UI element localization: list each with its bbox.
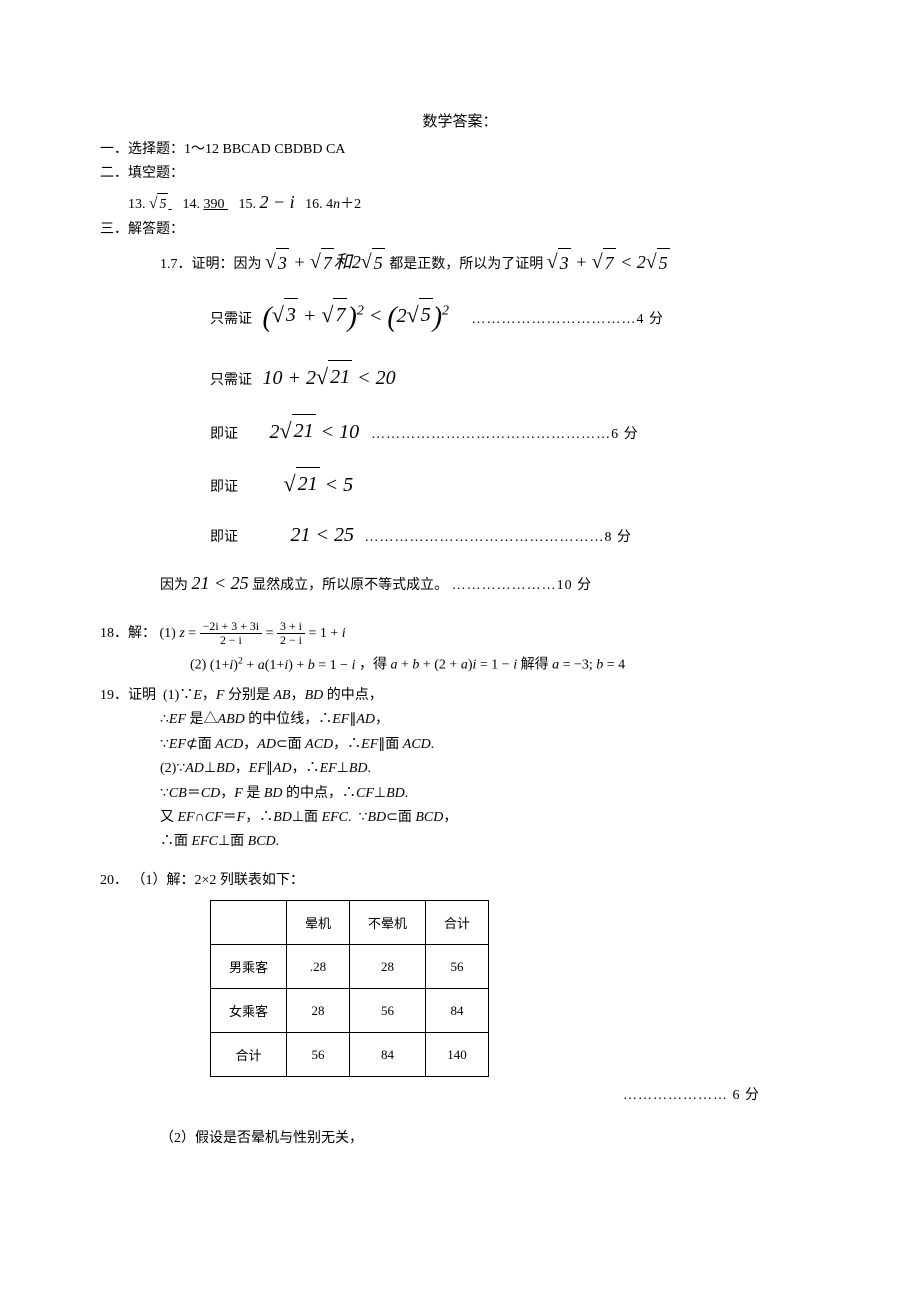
- q17-l4-pre: 即证: [210, 427, 238, 442]
- q18-p2-mid: ，得: [359, 658, 387, 673]
- q17-head-b: 都是正数，所以为了证明: [389, 257, 543, 272]
- q19-l4: (2)∵AD⊥BD，EF∥AD，∴EF⊥BD.: [100, 758, 820, 780]
- cell: 28: [350, 945, 426, 989]
- q18-p2-mid2: 解得: [521, 658, 549, 673]
- q20-score6: ………………… 6 分: [100, 1085, 820, 1107]
- cell: 84: [426, 989, 489, 1033]
- q17-score10: …………………10 分: [452, 578, 593, 593]
- th-dizzy: 晕机: [287, 901, 350, 945]
- th-notdizzy: 不晕机: [350, 901, 426, 945]
- q18-p2-expr: (1+i)2 + a(1+i) + b = 1 − i: [210, 658, 356, 673]
- q17-l7a: 因为: [160, 578, 192, 593]
- q17-l5-expr: 21 < 5: [284, 474, 354, 496]
- q17-l3-pre: 只需证: [210, 373, 252, 388]
- q16-answer: 4n＋2: [326, 197, 361, 212]
- q17-l3-expr: 10 + 221 < 20: [263, 367, 396, 389]
- q20-p2: （2）假设是否晕机与性别无关，: [100, 1128, 820, 1150]
- q17-score4: ……………………………4 分: [472, 311, 665, 326]
- q18-p2-ans: a = −3; b = 4: [552, 658, 625, 673]
- section1-label: 一．选择题：1～12 BBCAD CBDBD CA: [100, 139, 820, 161]
- q14-label: 14.: [182, 197, 200, 212]
- fill-blank-line: 13. 5 14. 390 15. 2 − i 16. 4n＋2: [100, 188, 820, 217]
- q18-line2: (2) (1+i)2 + a(1+i) + b = 1 − i ，得 a + b…: [100, 653, 820, 677]
- q18-eq1: =: [266, 626, 277, 641]
- table-row: 合计 56 84 140: [211, 1033, 489, 1077]
- q17-line5: 即证 21 < 5: [100, 466, 820, 501]
- q17-l7-expr: 21 < 25: [192, 573, 249, 593]
- cell: 女乘客: [211, 989, 287, 1033]
- cell: 56: [350, 989, 426, 1033]
- q18-frac1: −2i + 3 + 3i 2 − i: [200, 620, 262, 647]
- table-row: 男乘客 .28 28 56: [211, 945, 489, 989]
- cell: 140: [426, 1033, 489, 1077]
- th-total: 合计: [426, 901, 489, 945]
- q18-frac2-den: 2 − i: [277, 634, 305, 647]
- q17-l6-expr: 21 < 25: [291, 524, 355, 546]
- q19-l6: 又 EF∩CF＝F，∴BD⊥面 EFC. ∵BD⊂面 BCD，: [100, 807, 820, 829]
- contingency-table: 晕机 不晕机 合计 男乘客 .28 28 56 女乘客 28 56 84 合计 …: [210, 900, 489, 1077]
- q18-head: 18．解：: [100, 626, 156, 641]
- q16-label: 16.: [305, 197, 323, 212]
- cell: 合计: [211, 1033, 287, 1077]
- page-title: 数学答案：: [100, 110, 820, 131]
- q18-line1: 18．解： (1) z = −2i + 3 + 3i 2 − i = 3 + i…: [100, 620, 820, 647]
- q18-frac2-num: 3 + i: [277, 620, 305, 634]
- cell: 56: [287, 1033, 350, 1077]
- q18-frac1-den: 2 − i: [200, 634, 262, 647]
- q17-line3: 只需证 10 + 221 < 20: [100, 359, 820, 394]
- q19-l2: ∴EF 是△ABD 的中位线，∴EF∥AD，: [100, 709, 820, 731]
- table-header-row: 晕机 不晕机 合计: [211, 901, 489, 945]
- q18-z: z: [179, 626, 184, 641]
- q15-answer: 2 − i: [259, 192, 294, 212]
- q18-eq2: = 1 + i: [308, 626, 345, 641]
- q17-line7: 因为 21 < 25 显然成立，所以原不等式成立。 …………………10 分: [100, 569, 820, 598]
- cell: .28: [287, 945, 350, 989]
- q19-l5: ∵CB＝CD，F 是 BD 的中点，∴CF⊥BD.: [100, 783, 820, 805]
- q18-frac1-num: −2i + 3 + 3i: [200, 620, 262, 634]
- q17-line1: 1.7．证明：因为 3 + 7和25 都是正数，所以为了证明 3 + 7 < 2…: [100, 247, 820, 279]
- q19-l3: ∵EF⊄面 ACD，AD⊂面 ACD，∴EF∥面 ACD.: [100, 734, 820, 756]
- q20-head: 20． （1）解：2×2 列联表如下：: [100, 870, 820, 892]
- q17-head-a: 1.7．证明：因为: [160, 257, 262, 272]
- q17-l7b: 显然成立，所以原不等式成立。: [252, 578, 448, 593]
- q14-answer: 390: [203, 197, 228, 212]
- q18-p1-label: (1): [160, 626, 176, 641]
- q18-eq0: =: [188, 626, 199, 641]
- q17-line4: 即证 221 < 10 …………………………………………6 分: [100, 413, 820, 448]
- q20-score6-text: ………………… 6 分: [623, 1088, 760, 1103]
- cell: 56: [426, 945, 489, 989]
- q17-l4-expr: 221 < 10: [270, 421, 365, 443]
- q17-score8: …………………………………………8 分: [365, 530, 633, 545]
- cell: 男乘客: [211, 945, 287, 989]
- q17-l6-pre: 即证: [210, 530, 238, 545]
- q13-answer: 5: [149, 197, 172, 212]
- q18-frac2: 3 + i 2 − i: [277, 620, 305, 647]
- q17-score6: …………………………………………6 分: [371, 427, 639, 442]
- section2-label: 二．填空题：: [100, 163, 820, 185]
- q17-l2-expr: (3 + 7)2 < (25)2: [263, 305, 455, 327]
- q13-label: 13.: [128, 197, 146, 212]
- q17-line2: 只需证 (3 + 7)2 < (25)2 ……………………………4 分: [100, 297, 820, 342]
- q18-p2-expr2: a + b + (2 + a)i = 1 − i: [390, 658, 517, 673]
- section3-label: 三．解答题：: [100, 219, 820, 241]
- q19-l1: 19．证明 (1)∵E，F 分别是 AB，BD 的中点，: [100, 685, 820, 707]
- th-empty: [211, 901, 287, 945]
- cell: 84: [350, 1033, 426, 1077]
- q17-expr1: 3 + 7和25: [265, 252, 389, 272]
- q19-l7: ∴面 EFC⊥面 BCD.: [100, 831, 820, 853]
- q17-l5-pre: 即证: [210, 480, 238, 495]
- q17-l2-pre: 只需证: [210, 311, 252, 326]
- cell: 28: [287, 989, 350, 1033]
- q18-p2-label: (2): [190, 658, 206, 673]
- q17-expr2: 3 + 7 < 25: [547, 252, 670, 272]
- q15-label: 15.: [238, 197, 256, 212]
- q17-line6: 即证 21 < 25 …………………………………………8 分: [100, 519, 820, 551]
- table-row: 女乘客 28 56 84: [211, 989, 489, 1033]
